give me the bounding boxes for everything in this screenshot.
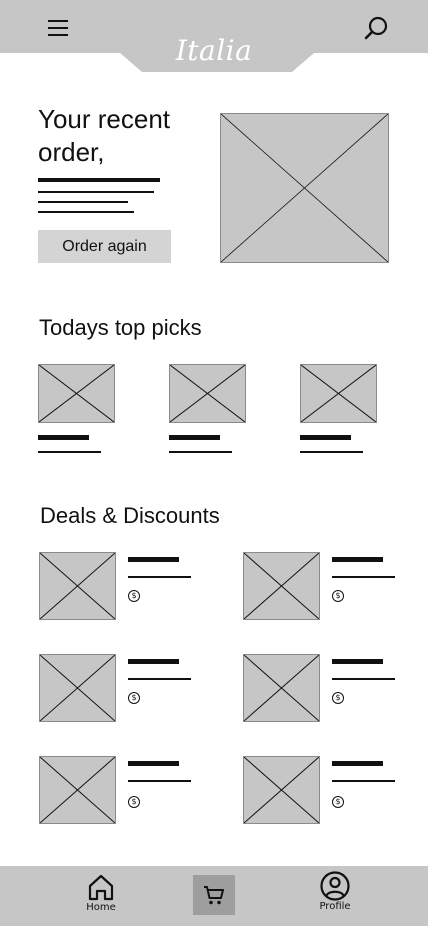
top-pick-image[interactable] — [38, 364, 115, 423]
nav-home[interactable]: Home — [80, 872, 122, 916]
top-pick-sub-line — [300, 451, 363, 453]
deals-title: Deals & Discounts — [40, 503, 220, 528]
deal-title-line — [128, 761, 179, 766]
text-placeholder-line — [38, 201, 128, 203]
dollar-coin-icon: $ — [332, 796, 344, 808]
logo-tab — [120, 53, 314, 72]
top-pick-title-line — [300, 435, 351, 440]
deal-sub-line — [332, 576, 395, 578]
dollar-coin-icon: $ — [128, 590, 140, 602]
top-pick-sub-line — [38, 451, 101, 453]
deal-image[interactable] — [243, 552, 320, 620]
profile-icon — [320, 871, 350, 901]
top-pick-image[interactable] — [300, 364, 377, 423]
top-pick-title-line — [38, 435, 89, 440]
deal-sub-line — [332, 678, 395, 680]
deal-image[interactable] — [39, 756, 116, 824]
profile-label: Profile — [319, 901, 351, 912]
order-again-button[interactable]: Order again — [38, 230, 171, 263]
deal-image[interactable] — [243, 654, 320, 722]
cart-icon — [204, 886, 224, 905]
top-bar — [0, 0, 428, 53]
recent-order-image[interactable] — [220, 113, 389, 263]
top-pick-image[interactable] — [169, 364, 246, 423]
deal-title-line — [332, 761, 383, 766]
deal-title-line — [128, 659, 179, 664]
nav-cart[interactable] — [193, 875, 235, 915]
dollar-coin-icon: $ — [332, 590, 344, 602]
top-picks-title: Todays top picks — [39, 315, 202, 340]
deal-sub-line — [128, 678, 191, 680]
deal-title-line — [128, 557, 179, 562]
deal-sub-line — [332, 780, 395, 782]
nav-profile[interactable]: Profile — [314, 870, 356, 916]
app-logo: Italia — [175, 34, 253, 67]
home-icon — [88, 874, 114, 901]
text-placeholder-line — [38, 211, 134, 213]
deal-title-line — [332, 659, 383, 664]
top-pick-sub-line — [169, 451, 232, 453]
search-icon[interactable] — [362, 14, 390, 42]
dollar-coin-icon: $ — [128, 796, 140, 808]
deal-image[interactable] — [39, 654, 116, 722]
deal-image[interactable] — [243, 756, 320, 824]
dollar-coin-icon: $ — [128, 692, 140, 704]
deal-title-line — [332, 557, 383, 562]
text-placeholder-line — [38, 178, 160, 182]
home-label: Home — [86, 902, 116, 913]
hamburger-menu-icon[interactable] — [46, 17, 70, 39]
deal-sub-line — [128, 780, 191, 782]
dollar-coin-icon: $ — [332, 692, 344, 704]
deal-sub-line — [128, 576, 191, 578]
recent-order-heading: Your recent order, — [38, 104, 171, 167]
deal-image[interactable] — [39, 552, 116, 620]
top-pick-title-line — [169, 435, 220, 440]
text-placeholder-line — [38, 191, 154, 193]
